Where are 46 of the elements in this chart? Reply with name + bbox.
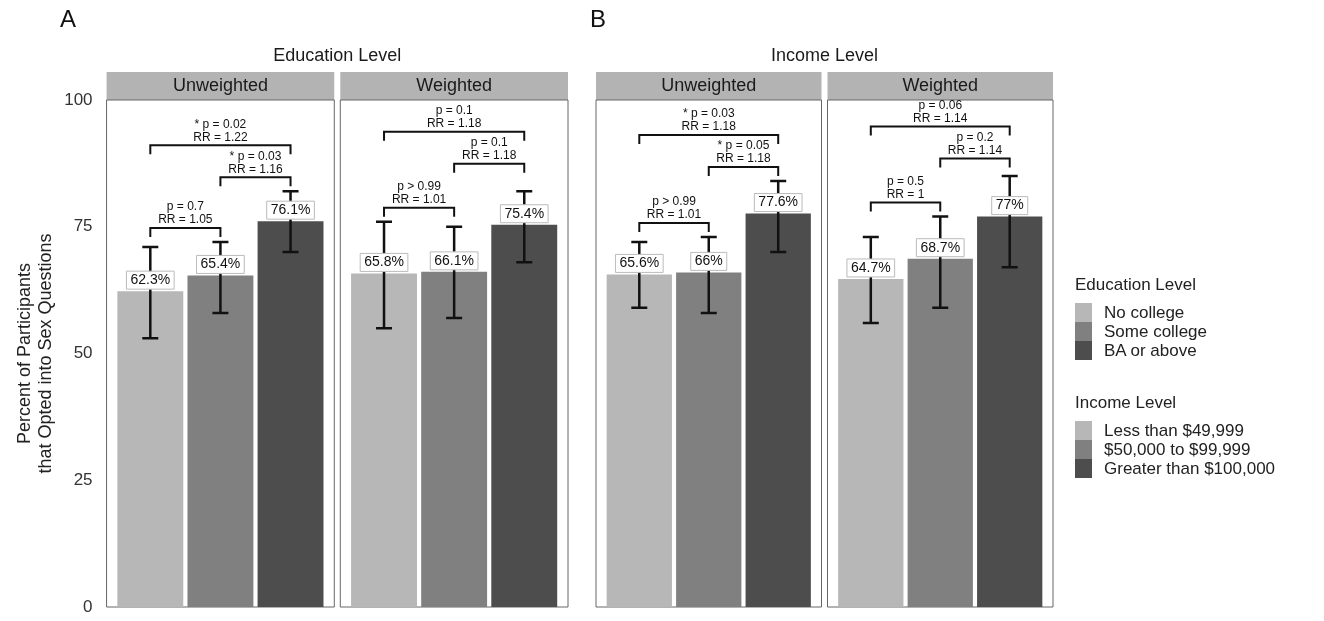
legend-label: Some college — [1104, 322, 1208, 341]
legend-label: No college — [1104, 303, 1185, 322]
data-label: 62.3% — [130, 271, 171, 287]
y-axis-title: Percent of Participants that Opted into Sex Questions — [13, 233, 56, 474]
annotation: * p = 0.02 RR = 1.22 — [193, 116, 248, 144]
data-label: 65.6% — [619, 254, 660, 271]
annotation: p = 0.2 RR = 1.14 — [947, 129, 1003, 157]
legend-title: Income Level — [1075, 393, 1178, 413]
y-tick-label: 0 — [83, 596, 93, 616]
data-label: 77.6% — [758, 193, 799, 210]
annotation: p = 0.1 RR = 1.18 — [462, 134, 517, 162]
annotation: p = 0.7 RR = 1.05 — [158, 199, 213, 227]
legend-label: BA or above — [1104, 341, 1197, 360]
y-tick-label: 100 — [64, 89, 93, 109]
annotation: p > 0.99 RR = 1.01 — [646, 194, 702, 222]
data-label: 68.7% — [920, 238, 961, 255]
annotation: * p = 0.03 RR = 1.18 — [681, 106, 737, 134]
chart-title: Income Level — [770, 44, 879, 65]
x-tick-label: Unweighted — [661, 74, 757, 95]
data-label: 64.7% — [850, 258, 891, 275]
annotation: p = 0.1 RR = 1.18 — [426, 102, 482, 130]
data-label: 77% — [995, 196, 1024, 213]
data-label: 65.4% — [200, 255, 241, 272]
y-tick-label: 75 — [73, 216, 93, 236]
legend-title: Education Level — [1075, 275, 1197, 295]
data-label: 75.4% — [504, 204, 545, 221]
legend-label: Less than $49,999 — [1104, 421, 1244, 440]
data-label: 76.1% — [270, 201, 311, 218]
data-label: 66.1% — [434, 251, 474, 268]
annotation: * p = 0.03 RR = 1.16 — [228, 148, 283, 176]
x-tick-label: Unweighted — [172, 74, 268, 95]
legend-label: $50,000 to $99,999 — [1104, 440, 1251, 459]
chart-title: Education Level — [273, 44, 402, 65]
text: B — [590, 4, 607, 32]
x-tick-label: Weighted — [902, 74, 979, 95]
y-tick-label: 25 — [73, 469, 93, 489]
annotation: p = 0.5 RR = 1 — [886, 173, 925, 201]
data-label: 65.8% — [364, 253, 404, 270]
y-tick-label: 50 — [73, 343, 93, 363]
legend-label: Greater than $100,000 — [1104, 459, 1276, 478]
annotation: p = 0.06 RR = 1.14 — [913, 97, 968, 125]
x-tick-label: Weighted — [416, 74, 492, 95]
annotation: p > 0.99 RR = 1.01 — [391, 178, 447, 206]
data-label: 66% — [694, 252, 723, 269]
annotation: * p = 0.05 RR = 1.18 — [716, 138, 771, 166]
text: A — [60, 4, 77, 32]
